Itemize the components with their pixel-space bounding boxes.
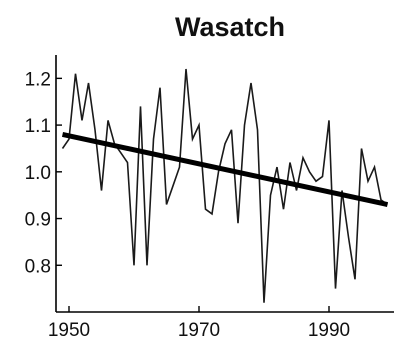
y-tick-label: 1.0 xyxy=(25,163,51,184)
x-tick-label: 1970 xyxy=(178,320,220,341)
y-tick-label: 1.1 xyxy=(25,116,51,137)
plot-area: 0.8 0.9 1.0 1.1 1.2 1950 1970 1990 xyxy=(25,55,394,341)
trend-line xyxy=(61,131,389,207)
x-tick-label: 1990 xyxy=(308,320,350,341)
series-line xyxy=(61,68,388,303)
y-tick-label: 0.9 xyxy=(25,210,51,231)
y-tick-label: 0.8 xyxy=(25,256,51,277)
y-tick-label: 1.2 xyxy=(25,69,51,90)
x-tick-label: 1950 xyxy=(48,320,90,341)
chart-title: Wasatch xyxy=(175,12,285,42)
